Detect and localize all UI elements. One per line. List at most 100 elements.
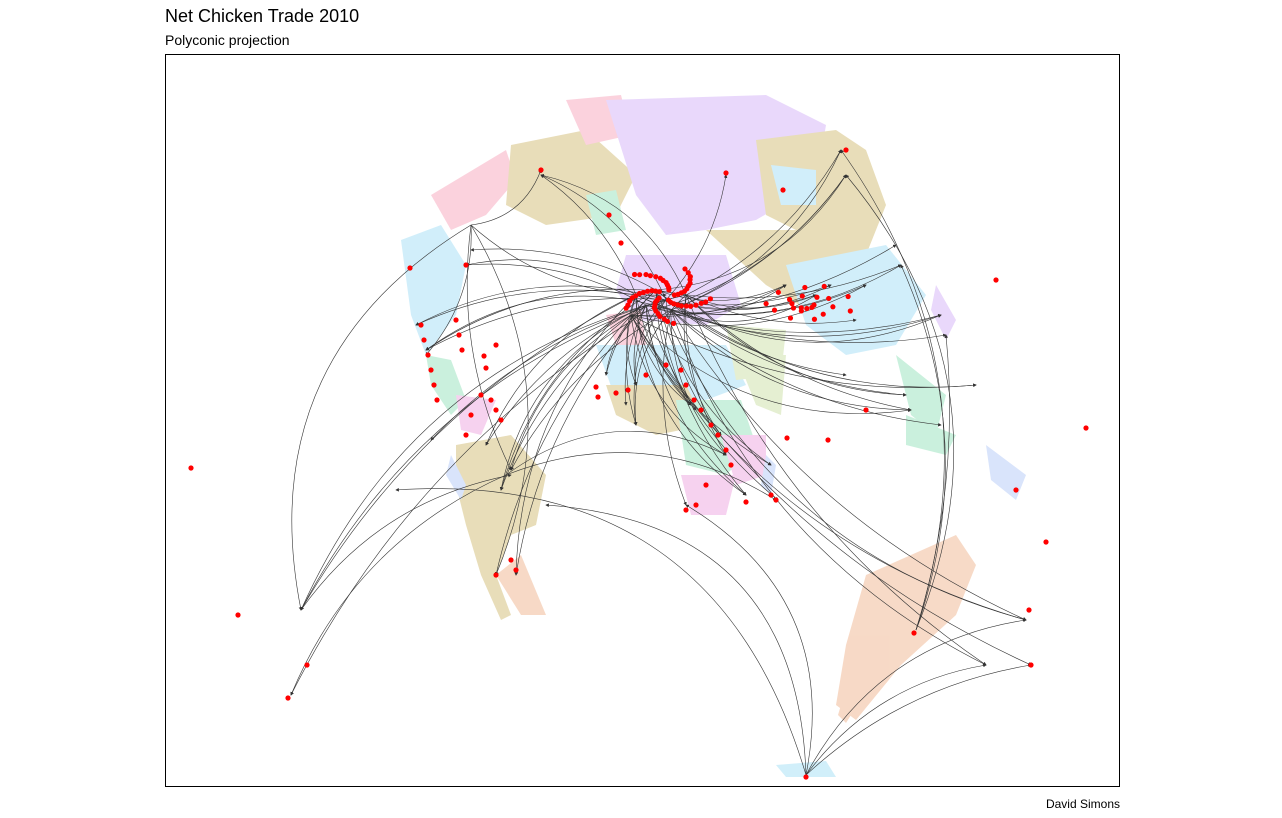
country-point [285, 695, 291, 701]
country-point [456, 332, 462, 338]
trade-flow [662, 309, 687, 506]
country-point [814, 294, 820, 300]
land-chile [496, 555, 546, 615]
trade-flow [465, 259, 637, 296]
country-point [771, 307, 778, 313]
country-point [843, 147, 849, 153]
flow-map [188, 95, 1089, 780]
trade-flow [685, 294, 987, 666]
trade-flow [540, 174, 637, 296]
country-point [431, 382, 437, 388]
country-point [1026, 607, 1032, 613]
trade-flow [630, 314, 977, 388]
country-point [647, 273, 653, 279]
country-point [775, 289, 781, 295]
trade-flow [670, 309, 912, 412]
country-point [773, 497, 779, 503]
country-point [820, 311, 826, 317]
trade-flow [505, 452, 777, 501]
trade-flow [633, 299, 667, 386]
trade-flow [500, 314, 632, 491]
trade-flow [685, 504, 813, 776]
country-point [606, 212, 612, 218]
country-point [459, 347, 465, 353]
trade-flow [633, 294, 687, 426]
trade-flow [655, 289, 1027, 621]
trade-flow [510, 314, 632, 471]
trade-flow [395, 488, 807, 776]
land-indonesia [906, 415, 956, 455]
trade-flow [635, 294, 692, 406]
country-point [478, 392, 484, 398]
land-tasmania [838, 705, 851, 723]
trade-flow [645, 284, 787, 315]
country-point [698, 407, 704, 413]
country-point [811, 316, 818, 322]
country-point [652, 299, 658, 305]
country-point [798, 305, 804, 311]
trade-flow [300, 299, 667, 611]
land-australia [836, 535, 976, 720]
landmass-layer [401, 95, 1026, 777]
country-point [304, 662, 310, 668]
trade-flow [900, 264, 946, 631]
trade-flow [655, 264, 902, 299]
trade-flow [645, 304, 747, 496]
country-point [678, 303, 685, 309]
country-point [685, 270, 691, 276]
trade-flow [655, 284, 787, 301]
country-point [483, 365, 489, 371]
country-point [688, 303, 694, 309]
country-point [683, 507, 689, 513]
country-point [434, 397, 440, 403]
country-point [682, 266, 688, 272]
trade-flow [630, 314, 1027, 621]
country-point [847, 308, 853, 314]
land-mongolia [771, 165, 816, 205]
country-point [687, 274, 693, 280]
country-point [623, 305, 629, 311]
trade-flow [630, 314, 1032, 666]
country-point [787, 315, 794, 321]
trade-flow [300, 294, 637, 611]
chart-title: Net Chicken Trade 2010 [165, 6, 360, 26]
country-point [513, 567, 519, 573]
country-point [693, 302, 699, 308]
country-point [651, 305, 657, 311]
country-point [804, 305, 810, 312]
trade-flow [485, 294, 637, 446]
trade-flow [466, 224, 512, 471]
trade-flow [494, 289, 657, 576]
trade-flow [670, 309, 942, 427]
country-point [830, 304, 836, 310]
trade-flow [665, 294, 817, 310]
country-point [425, 352, 431, 358]
trade-flow [670, 149, 842, 311]
country-point [657, 275, 664, 281]
country-point [463, 262, 469, 268]
country-point [683, 382, 689, 388]
country-point [625, 387, 631, 393]
trade-flow [540, 173, 687, 296]
trade-flow [645, 304, 779, 501]
trade-flow [685, 294, 907, 397]
country-point [993, 277, 999, 283]
country-point [453, 317, 459, 323]
country-point [656, 295, 662, 301]
country-point [809, 304, 815, 310]
trade-flow [514, 304, 647, 576]
land-china [786, 245, 926, 355]
trade-flow [291, 224, 472, 611]
trade-flow [805, 663, 1032, 776]
country-point [821, 283, 827, 289]
country-point [644, 288, 651, 294]
country-point [863, 407, 869, 413]
country-point [715, 432, 721, 438]
country-point [1043, 539, 1049, 545]
trade-flow [633, 304, 647, 386]
land-alaska [431, 150, 516, 230]
country-point [666, 287, 672, 293]
country-point [825, 437, 831, 443]
country-point [1083, 425, 1089, 431]
country-point [488, 397, 494, 403]
